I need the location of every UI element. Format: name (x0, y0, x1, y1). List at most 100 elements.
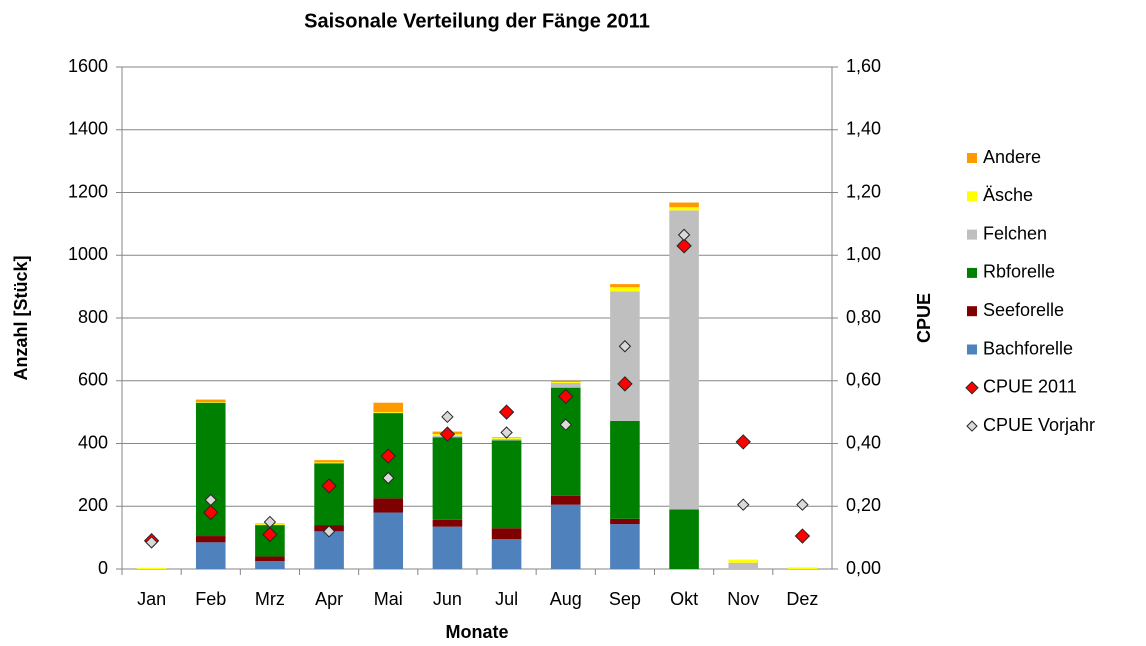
legend-swatch (967, 229, 977, 240)
bar-segment (432, 437, 463, 520)
bar-segment (136, 568, 167, 569)
legend-label: Andere (983, 147, 1041, 167)
bar-segment (491, 440, 522, 529)
cpue-marker (500, 426, 513, 439)
bar-segment (610, 291, 640, 421)
cpue-marker (735, 434, 751, 450)
bar-segment (373, 412, 404, 414)
legend-marker (965, 381, 979, 395)
y-axis-label: Anzahl [Stück] (11, 255, 31, 380)
bar-segment (195, 402, 226, 403)
bar-segment (432, 519, 463, 527)
legend-marker (966, 420, 978, 432)
bar-segment (432, 526, 463, 569)
y-tick-label: 0 (98, 558, 108, 578)
cpue-marker (439, 426, 456, 442)
cpue-marker (145, 536, 158, 549)
y2-tick-label: 0,80 (846, 307, 881, 327)
legend-swatch (967, 306, 977, 317)
bar-segment (669, 509, 699, 569)
bar-segment (610, 287, 640, 292)
y-tick-label: 800 (78, 307, 108, 327)
bar-segment (373, 512, 404, 569)
bar-segment (610, 524, 640, 569)
bar-segment (787, 567, 818, 569)
x-tick-label: Aug (550, 589, 582, 609)
x-tick-label: Nov (727, 589, 759, 609)
y2-axis-label: CPUE (914, 293, 934, 343)
bar-segment (314, 460, 344, 463)
y-tick-label: 600 (78, 370, 108, 390)
bar-segment (669, 207, 699, 211)
y2-tick-label: 0,00 (846, 558, 881, 578)
legend-swatch (967, 267, 977, 278)
legend-label: CPUE Vorjahr (983, 415, 1095, 435)
bar-segment (491, 438, 522, 441)
bar-segment (550, 382, 581, 388)
chart-title: Saisonale Verteilung der Fänge 2011 (304, 10, 650, 32)
bar-segment (373, 498, 404, 513)
cpue-marker (617, 376, 633, 392)
bar-segment (550, 504, 581, 569)
legend-label: Seeforelle (983, 300, 1064, 320)
bar-segment (491, 539, 522, 569)
y2-tick-label: 1,00 (846, 244, 881, 264)
bar-segment (314, 463, 344, 526)
cpue-marker (498, 404, 515, 420)
bar-segment (610, 518, 640, 525)
y-tick-label: 200 (78, 495, 108, 515)
legend-label: Rbforelle (983, 262, 1055, 282)
bar-segment (610, 420, 640, 519)
bar-segment (314, 531, 344, 569)
x-tick-label: Feb (195, 589, 226, 609)
legend-label: Äsche (983, 185, 1033, 205)
cpue-marker (796, 498, 809, 511)
bar-segment (550, 495, 581, 505)
cpue-marker (262, 526, 278, 543)
cpue-marker (380, 448, 396, 464)
x-tick-label: Sep (609, 589, 641, 609)
cpue-marker (794, 528, 811, 544)
legend-swatch (967, 344, 977, 355)
x-tick-label: Jun (433, 589, 462, 609)
x-tick-label: Jul (495, 589, 518, 609)
legend-label: Bachforelle (983, 338, 1073, 358)
bar-segment (550, 382, 581, 383)
bar-segment (373, 402, 404, 413)
bar-segment (610, 284, 640, 288)
x-tick-label: Jan (137, 589, 166, 609)
bar-segment (255, 561, 285, 569)
cpue-marker (382, 471, 395, 485)
bar-segment (669, 202, 699, 208)
cpue-marker (737, 498, 750, 511)
cpue-marker (559, 418, 572, 431)
x-axis-label: Monate (446, 622, 509, 642)
bar-segment (550, 387, 581, 496)
y-tick-label: 400 (78, 432, 108, 452)
bar-segment (550, 380, 581, 383)
bar-segment (314, 462, 344, 464)
y2-tick-label: 0,60 (846, 370, 881, 390)
x-tick-label: Dez (786, 589, 818, 609)
cpue-marker (322, 525, 336, 538)
bar-segment (728, 559, 759, 563)
cpue-marker (441, 410, 454, 424)
bar-segment (195, 536, 226, 543)
legend-swatch (967, 191, 977, 202)
y-tick-label: 1600 (68, 56, 108, 76)
bar-segment (195, 399, 226, 403)
x-tick-label: Apr (315, 589, 343, 609)
y2-tick-label: 0,20 (846, 495, 881, 515)
cpue-marker (618, 340, 632, 353)
y-tick-label: 1200 (68, 181, 108, 201)
x-tick-label: Mrz (255, 589, 285, 609)
cpue-marker (558, 388, 574, 405)
x-tick-label: Mai (374, 589, 403, 609)
cpue-marker (676, 238, 692, 254)
y2-tick-label: 1,40 (846, 119, 881, 139)
legend-swatch (967, 153, 977, 163)
bar-segment (195, 542, 226, 569)
cpue-marker (263, 515, 277, 529)
bar-segment (491, 528, 522, 540)
